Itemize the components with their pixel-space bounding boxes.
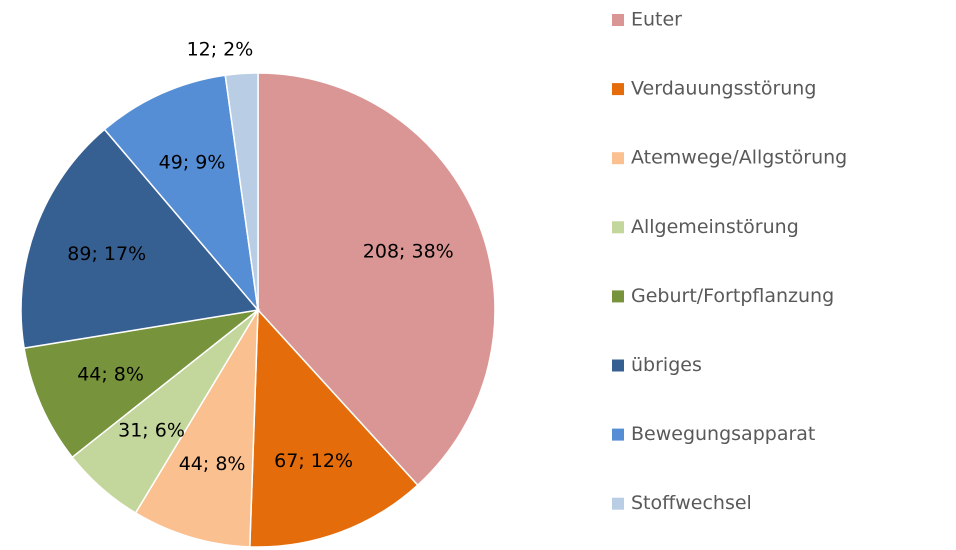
pie-slice xyxy=(23,308,261,459)
legend-label: übriges xyxy=(631,354,702,376)
data-label: 12; 2% xyxy=(187,38,254,60)
data-label: 31; 6% xyxy=(118,419,185,441)
legend-swatch xyxy=(612,290,624,303)
data-label: 89; 17% xyxy=(67,243,146,265)
legend-label: Geburt/Fortpflanzung xyxy=(631,285,834,307)
legend-label: Atemwege/Allgstörung xyxy=(631,147,847,169)
pie-slice xyxy=(249,308,419,548)
legend-label: Bewegungsapparat xyxy=(631,423,815,445)
pie-slice xyxy=(257,72,496,487)
legend-swatch xyxy=(612,497,624,510)
legend-label: Euter xyxy=(631,9,682,31)
legend-swatch xyxy=(612,221,624,234)
data-label: 44; 8% xyxy=(77,364,144,386)
pie-slice xyxy=(20,128,260,350)
data-label: 49; 9% xyxy=(159,151,226,173)
data-label: 67; 12% xyxy=(274,450,353,472)
legend-swatch xyxy=(612,14,624,26)
pie-slice xyxy=(224,72,259,311)
legend-swatch xyxy=(612,428,624,441)
data-label: 44; 8% xyxy=(179,453,246,475)
legend-swatch xyxy=(612,152,624,165)
legend-label: Allgemeinstörung xyxy=(631,216,799,238)
legend-label: Stoffwechsel xyxy=(631,492,752,514)
legend-label: Verdauungsstörung xyxy=(631,78,816,100)
legend-swatch xyxy=(612,83,624,96)
legend-swatch xyxy=(612,359,624,372)
data-label: 208; 38% xyxy=(363,240,454,262)
pie-slice xyxy=(103,74,260,313)
pie-slice xyxy=(134,307,259,548)
